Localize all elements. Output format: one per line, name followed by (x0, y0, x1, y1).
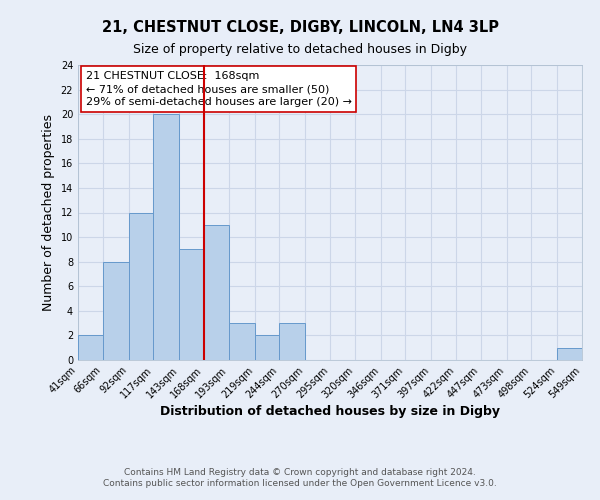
Y-axis label: Number of detached properties: Number of detached properties (42, 114, 55, 311)
Bar (78, 336, 103, 360)
Bar (179, 250, 204, 360)
Bar (204, 225, 229, 360)
Bar (229, 323, 254, 360)
Bar (128, 212, 154, 360)
Text: 21 CHESTNUT CLOSE:  168sqm
← 71% of detached houses are smaller (50)
29% of semi: 21 CHESTNUT CLOSE: 168sqm ← 71% of detac… (86, 71, 352, 108)
Text: Size of property relative to detached houses in Digby: Size of property relative to detached ho… (133, 42, 467, 56)
Bar (557, 348, 582, 360)
Bar (154, 114, 179, 360)
Bar (254, 336, 280, 360)
Text: 21, CHESTNUT CLOSE, DIGBY, LINCOLN, LN4 3LP: 21, CHESTNUT CLOSE, DIGBY, LINCOLN, LN4 … (101, 20, 499, 35)
X-axis label: Distribution of detached houses by size in Digby: Distribution of detached houses by size … (160, 406, 500, 418)
Text: Contains HM Land Registry data © Crown copyright and database right 2024.
Contai: Contains HM Land Registry data © Crown c… (103, 468, 497, 487)
Bar (280, 323, 305, 360)
Bar (103, 262, 128, 360)
